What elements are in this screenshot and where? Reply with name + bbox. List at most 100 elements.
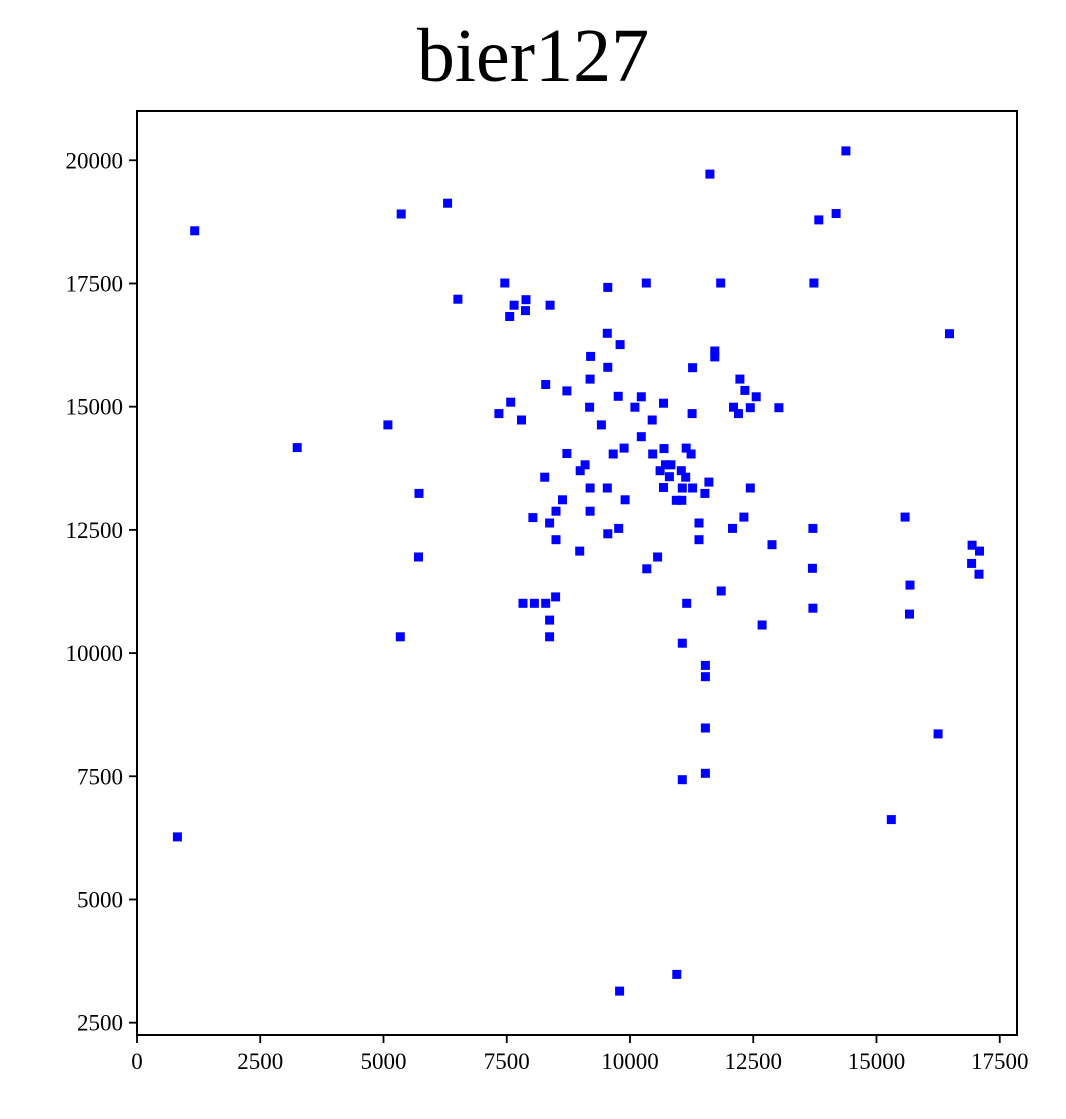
data-point-99: [642, 564, 652, 574]
data-point-60: [575, 466, 585, 476]
data-point-6: [190, 226, 200, 236]
data-point-29: [740, 385, 750, 395]
data-point-92: [767, 540, 777, 550]
data-point-23: [586, 351, 596, 361]
data-point-33: [751, 392, 761, 402]
data-point-113: [395, 632, 405, 642]
data-point-95: [975, 546, 984, 556]
data-point-66: [704, 477, 714, 487]
data-point-85: [694, 518, 704, 528]
data-point-53: [562, 449, 572, 458]
data-point-55: [648, 449, 658, 459]
data-point-38: [729, 402, 738, 412]
data-point-57: [580, 460, 590, 470]
data-point-39: [745, 403, 755, 413]
data-point-14: [509, 300, 519, 310]
data-point-10: [809, 278, 819, 288]
data-point-21: [710, 346, 720, 356]
data-point-116: [700, 660, 710, 670]
data-point-125: [615, 986, 625, 996]
data-point-61: [655, 466, 665, 476]
data-point-36: [585, 402, 595, 412]
data-point-11: [603, 282, 613, 292]
data-point-97: [653, 552, 663, 562]
x-axis: 0 2500 5000 7500 10000 12500 15000 17500: [131, 1035, 1028, 1074]
data-point-89: [603, 529, 613, 539]
data-point-124: [672, 969, 682, 979]
data-point-44: [517, 415, 526, 425]
data-point-71: [688, 483, 698, 493]
data-point-79: [585, 506, 595, 516]
data-point-24: [603, 362, 613, 372]
x-tick-label-2: 5000: [360, 1049, 406, 1074]
data-point-84: [545, 518, 555, 528]
data-point-8: [641, 278, 651, 288]
chart-title: bier127: [416, 14, 650, 98]
data-point-80: [551, 506, 561, 516]
data-point-16: [521, 306, 530, 316]
data-point-109: [808, 603, 818, 613]
data-point-98: [967, 558, 977, 568]
data-point-86: [614, 523, 624, 533]
data-point-101: [974, 569, 984, 579]
y-tick-label-3: 10000: [66, 641, 124, 666]
data-point-119: [933, 729, 943, 739]
data-point-121: [677, 775, 687, 785]
data-point-31: [613, 391, 623, 401]
data-point-69: [585, 483, 595, 493]
data-point-58: [661, 460, 670, 470]
data-point-90: [551, 535, 561, 545]
data-point-45: [647, 415, 657, 425]
data-point-47: [596, 420, 606, 430]
data-point-26: [585, 374, 595, 384]
data-point-94: [575, 546, 585, 556]
y-axis: 2500 5000 7500 10000 12500 15000 17500 20000: [66, 148, 137, 1036]
data-point-50: [619, 443, 629, 453]
y-tick-label-2: 7500: [77, 764, 123, 789]
data-point-74: [700, 488, 710, 498]
data-point-19: [602, 328, 612, 338]
data-point-73: [414, 488, 424, 498]
data-point-12: [453, 294, 463, 304]
data-point-13: [521, 295, 531, 305]
data-point-41: [494, 409, 504, 419]
data-point-1: [705, 169, 715, 179]
data-point-46: [383, 420, 393, 430]
data-point-18: [945, 329, 954, 339]
data-point-63: [664, 472, 674, 482]
data-point-0: [841, 146, 851, 156]
data-point-49: [292, 443, 302, 453]
data-point-37: [630, 402, 640, 412]
data-point-81: [528, 513, 538, 523]
y-tick-label-5: 15000: [66, 395, 124, 420]
data-point-59: [666, 460, 676, 470]
data-point-25: [688, 363, 698, 373]
data-point-15: [545, 300, 555, 310]
data-point-93: [967, 540, 977, 550]
data-point-88: [808, 523, 818, 533]
data-point-102: [905, 580, 915, 590]
data-point-106: [529, 598, 539, 608]
data-point-108: [682, 598, 692, 608]
x-tick-label-6: 15000: [848, 1049, 906, 1074]
data-point-4: [831, 209, 841, 218]
data-point-122: [886, 815, 896, 825]
y-tick-label-6: 17500: [66, 271, 124, 296]
data-point-100: [807, 563, 817, 573]
data-point-91: [694, 535, 704, 545]
data-point-77: [671, 495, 681, 505]
data-point-2: [443, 198, 453, 208]
data-point-120: [700, 768, 710, 778]
x-tick-label-0: 0: [131, 1049, 143, 1074]
data-point-114: [545, 632, 555, 642]
data-point-87: [728, 523, 737, 533]
y-tick-label-7: 20000: [66, 148, 124, 173]
data-point-43: [734, 409, 743, 419]
plot-frame: [136, 110, 1018, 1036]
data-points: [172, 146, 984, 996]
data-point-76: [620, 495, 630, 505]
data-point-42: [687, 409, 697, 419]
data-point-112: [757, 620, 767, 630]
data-point-32: [636, 392, 646, 402]
